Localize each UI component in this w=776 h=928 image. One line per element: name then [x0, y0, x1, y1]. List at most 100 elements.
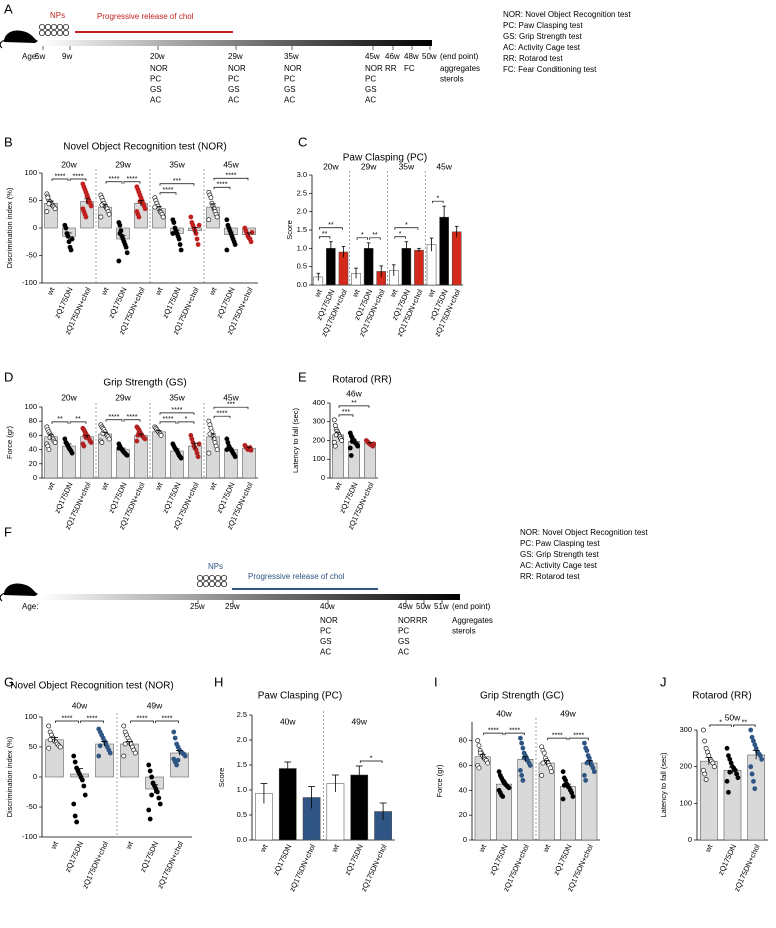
mouse-body — [4, 583, 38, 596]
data-point — [560, 796, 566, 802]
age-label: Age: — [22, 602, 38, 611]
age: 29w — [228, 52, 243, 61]
data-point — [540, 760, 546, 766]
data-point — [65, 233, 71, 239]
x-tick-label: wt — [99, 480, 111, 492]
significance-label: **** — [127, 176, 138, 183]
y-tick-label: 0 — [33, 772, 37, 781]
data-point — [591, 769, 597, 775]
nanoparticle — [50, 29, 58, 37]
data-point — [79, 777, 85, 783]
data-point — [475, 738, 481, 744]
group-label: 29w — [115, 392, 131, 402]
mouse-body — [4, 30, 38, 43]
data-point — [500, 794, 506, 799]
significance-bracket — [105, 419, 123, 422]
y-axis-label: Discrimination index (%) — [5, 736, 14, 817]
age: 20w — [150, 52, 165, 61]
data-point — [69, 236, 75, 242]
significance-bracket — [155, 720, 179, 723]
y-tick-label: 2.0 — [237, 735, 247, 744]
data-point — [106, 436, 112, 442]
x-tick-label: wt — [388, 287, 400, 299]
data-point — [702, 738, 708, 744]
data-point — [206, 450, 212, 456]
x-tick-label: wt — [153, 480, 165, 492]
y-tick-label: 0 — [33, 223, 37, 232]
test: sterols — [440, 75, 464, 84]
data-point — [339, 438, 345, 443]
mouse-tail — [0, 39, 6, 49]
age: 46w — [385, 52, 400, 61]
significance-bracket — [69, 421, 87, 424]
significance-bracket — [338, 405, 370, 408]
y-tick-label: 0.5 — [237, 810, 247, 819]
data-point — [583, 777, 589, 783]
legend-entry: AC: Activity Cage test — [520, 561, 598, 570]
significance-label: ** — [328, 222, 334, 229]
y-tick-label: 100 — [679, 798, 692, 807]
data-point — [66, 239, 72, 245]
data-point — [702, 771, 708, 777]
age: 48w — [404, 52, 419, 61]
nanoparticle — [202, 574, 210, 582]
panel-label: E — [298, 369, 307, 384]
data-point — [52, 206, 58, 212]
panel-label: A — [4, 1, 13, 16]
group-label: 35w — [399, 161, 415, 171]
significance-bracket — [123, 181, 141, 184]
significance-bracket — [159, 192, 177, 195]
data-point — [371, 441, 377, 447]
mouse-tail — [0, 592, 6, 602]
y-tick-label: 0.0 — [237, 835, 247, 844]
data-point — [45, 195, 51, 201]
test: PC — [320, 627, 331, 636]
x-tick-label: zQ175DN — [488, 843, 510, 877]
significance-label: **** — [163, 187, 174, 194]
data-point — [208, 195, 214, 201]
data-point — [749, 771, 755, 777]
group-label: 29w — [115, 159, 131, 169]
data-point — [85, 199, 91, 204]
x-tick-label: wt — [332, 480, 344, 492]
data-point — [726, 789, 731, 795]
nanoparticle — [220, 580, 228, 588]
data-point — [121, 753, 127, 759]
data-point — [107, 750, 113, 756]
y-axis-label: Score — [217, 768, 226, 788]
significance-bracket — [394, 236, 406, 239]
data-point — [47, 737, 53, 743]
significance-bracket — [369, 237, 381, 240]
group-label: 45w — [223, 392, 239, 402]
test: GS — [398, 637, 410, 646]
y-tick-label: 100 — [24, 168, 37, 177]
bar — [451, 231, 462, 286]
age: 35w — [284, 52, 299, 61]
data-point — [560, 769, 566, 775]
test: NOR — [284, 64, 302, 73]
data-point — [136, 214, 142, 220]
data-point — [724, 745, 730, 751]
data-point — [152, 204, 158, 210]
x-tick-label: zQ175DN+chol — [359, 843, 389, 893]
data-point — [57, 744, 63, 750]
y-tick-label: 300 — [679, 725, 692, 734]
data-point — [748, 764, 754, 770]
group-label: 20w — [61, 392, 77, 402]
data-point — [178, 247, 184, 253]
bar — [152, 431, 166, 479]
x-tick-label: wt — [541, 842, 553, 854]
y-tick-label: -50 — [26, 802, 37, 811]
panel-label: F — [4, 524, 12, 539]
data-point — [485, 760, 490, 766]
significance-bracket — [356, 237, 368, 240]
data-point — [506, 785, 512, 791]
y-axis-label: Force (gr) — [5, 426, 14, 459]
significance-bracket — [547, 737, 568, 741]
significance-bracket — [130, 720, 154, 723]
significance-bracket — [359, 760, 383, 763]
data-point — [88, 440, 94, 445]
y-tick-label: 1.5 — [237, 760, 247, 769]
data-point — [759, 756, 765, 762]
y-tick-label: 200 — [679, 762, 692, 771]
